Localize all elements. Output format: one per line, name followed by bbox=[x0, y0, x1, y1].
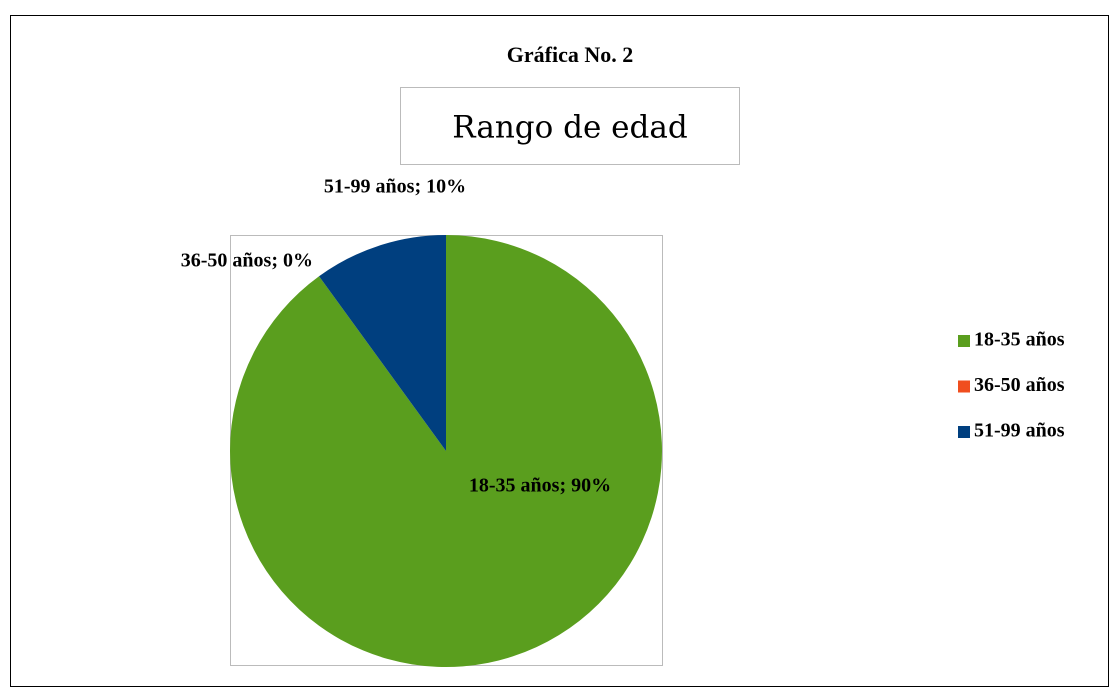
chart-title: Gráfica No. 2 bbox=[507, 42, 633, 67]
subtitle-box bbox=[400, 87, 740, 165]
legend-label: 36-50 años bbox=[974, 374, 1065, 396]
data-label: 18-35 años; 90% bbox=[469, 475, 611, 497]
data-label: 36-50 años; 0% bbox=[181, 250, 313, 272]
legend-swatch bbox=[958, 380, 970, 393]
legend-label: 18-35 años bbox=[974, 329, 1065, 351]
legend-swatch bbox=[958, 335, 970, 347]
data-label: 51-99 años; 10% bbox=[324, 176, 466, 198]
legend-label: 51-99 años bbox=[974, 420, 1065, 442]
legend-swatch bbox=[958, 426, 970, 438]
pie-slice bbox=[319, 235, 446, 451]
pie-slice bbox=[229, 235, 662, 668]
chart-subtitle: Rango de edad bbox=[452, 110, 687, 146]
